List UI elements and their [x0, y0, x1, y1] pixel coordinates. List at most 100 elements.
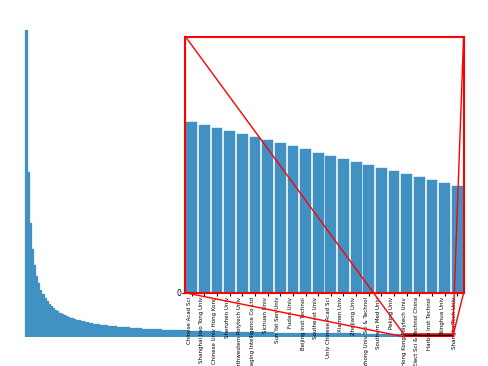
Bar — [317, 333, 319, 337]
Bar — [234, 332, 236, 337]
Bar — [310, 333, 312, 337]
Bar — [89, 323, 91, 337]
Bar — [166, 330, 168, 337]
Bar — [153, 329, 155, 337]
Bar — [429, 336, 431, 337]
Bar — [357, 333, 359, 337]
Bar — [308, 333, 310, 337]
Bar — [401, 174, 412, 293]
Bar — [438, 336, 440, 337]
Bar — [444, 336, 447, 337]
Bar — [338, 158, 349, 293]
Bar — [342, 333, 345, 337]
Bar — [393, 334, 395, 337]
Bar — [319, 333, 321, 337]
Bar — [170, 330, 172, 337]
Bar — [423, 336, 425, 337]
Bar — [272, 332, 274, 337]
Bar — [155, 329, 157, 337]
Bar — [179, 330, 181, 337]
Bar — [125, 327, 127, 337]
Bar — [66, 316, 68, 337]
Bar — [236, 332, 238, 337]
Bar — [348, 333, 351, 337]
Bar — [300, 333, 302, 337]
Bar — [264, 332, 265, 337]
Bar — [304, 333, 306, 337]
Bar — [61, 314, 64, 337]
Bar — [351, 162, 362, 293]
Bar — [262, 140, 273, 293]
Bar — [427, 180, 437, 293]
Bar — [414, 177, 425, 293]
Bar — [312, 333, 315, 337]
Bar — [172, 330, 174, 337]
Bar — [249, 332, 251, 337]
Bar — [327, 333, 329, 337]
Bar — [113, 326, 115, 337]
Bar — [130, 328, 132, 337]
Bar — [217, 332, 219, 337]
Bar — [191, 331, 193, 337]
Bar — [253, 332, 255, 337]
Bar — [414, 336, 417, 337]
Bar — [49, 304, 51, 337]
Bar — [402, 334, 404, 337]
Bar — [257, 332, 259, 337]
Bar — [87, 322, 89, 337]
Bar — [140, 328, 142, 337]
Bar — [94, 324, 96, 337]
Bar — [249, 137, 261, 293]
Bar — [163, 330, 166, 337]
Bar — [185, 330, 187, 337]
Bar — [238, 332, 240, 337]
Bar — [36, 276, 38, 337]
Bar — [186, 122, 197, 293]
Bar — [102, 325, 104, 337]
Bar — [240, 332, 243, 337]
Bar — [315, 333, 317, 337]
Bar — [244, 332, 246, 337]
Bar — [106, 325, 108, 337]
Bar — [215, 331, 217, 337]
Bar — [381, 334, 383, 337]
Bar — [224, 131, 235, 293]
Bar — [204, 331, 206, 337]
Bar — [289, 333, 291, 337]
Bar — [452, 186, 463, 293]
Bar — [391, 334, 393, 337]
Bar — [300, 149, 311, 293]
Bar — [389, 334, 391, 337]
Bar — [417, 336, 419, 337]
Bar — [332, 333, 334, 337]
Bar — [374, 334, 376, 337]
Bar — [361, 333, 364, 337]
Bar — [295, 333, 298, 337]
Bar — [68, 317, 70, 337]
Bar — [345, 333, 346, 337]
Bar — [115, 326, 117, 337]
Bar — [168, 330, 170, 337]
Bar — [406, 336, 408, 337]
Bar — [108, 326, 110, 337]
Bar — [421, 336, 423, 337]
Bar — [193, 331, 196, 337]
Bar — [283, 333, 285, 337]
Bar — [232, 332, 234, 337]
Bar — [419, 336, 421, 337]
Bar — [246, 332, 249, 337]
Bar — [198, 331, 200, 337]
Bar — [364, 333, 366, 337]
Bar — [77, 320, 79, 337]
Bar — [400, 334, 402, 337]
Bar — [412, 336, 414, 337]
Bar — [227, 332, 229, 337]
Bar — [134, 328, 136, 337]
Bar — [96, 324, 98, 337]
Bar — [41, 290, 42, 337]
Bar — [323, 333, 325, 337]
Bar — [44, 298, 47, 337]
Bar — [353, 333, 355, 337]
Bar — [225, 332, 227, 337]
Bar — [83, 321, 85, 337]
